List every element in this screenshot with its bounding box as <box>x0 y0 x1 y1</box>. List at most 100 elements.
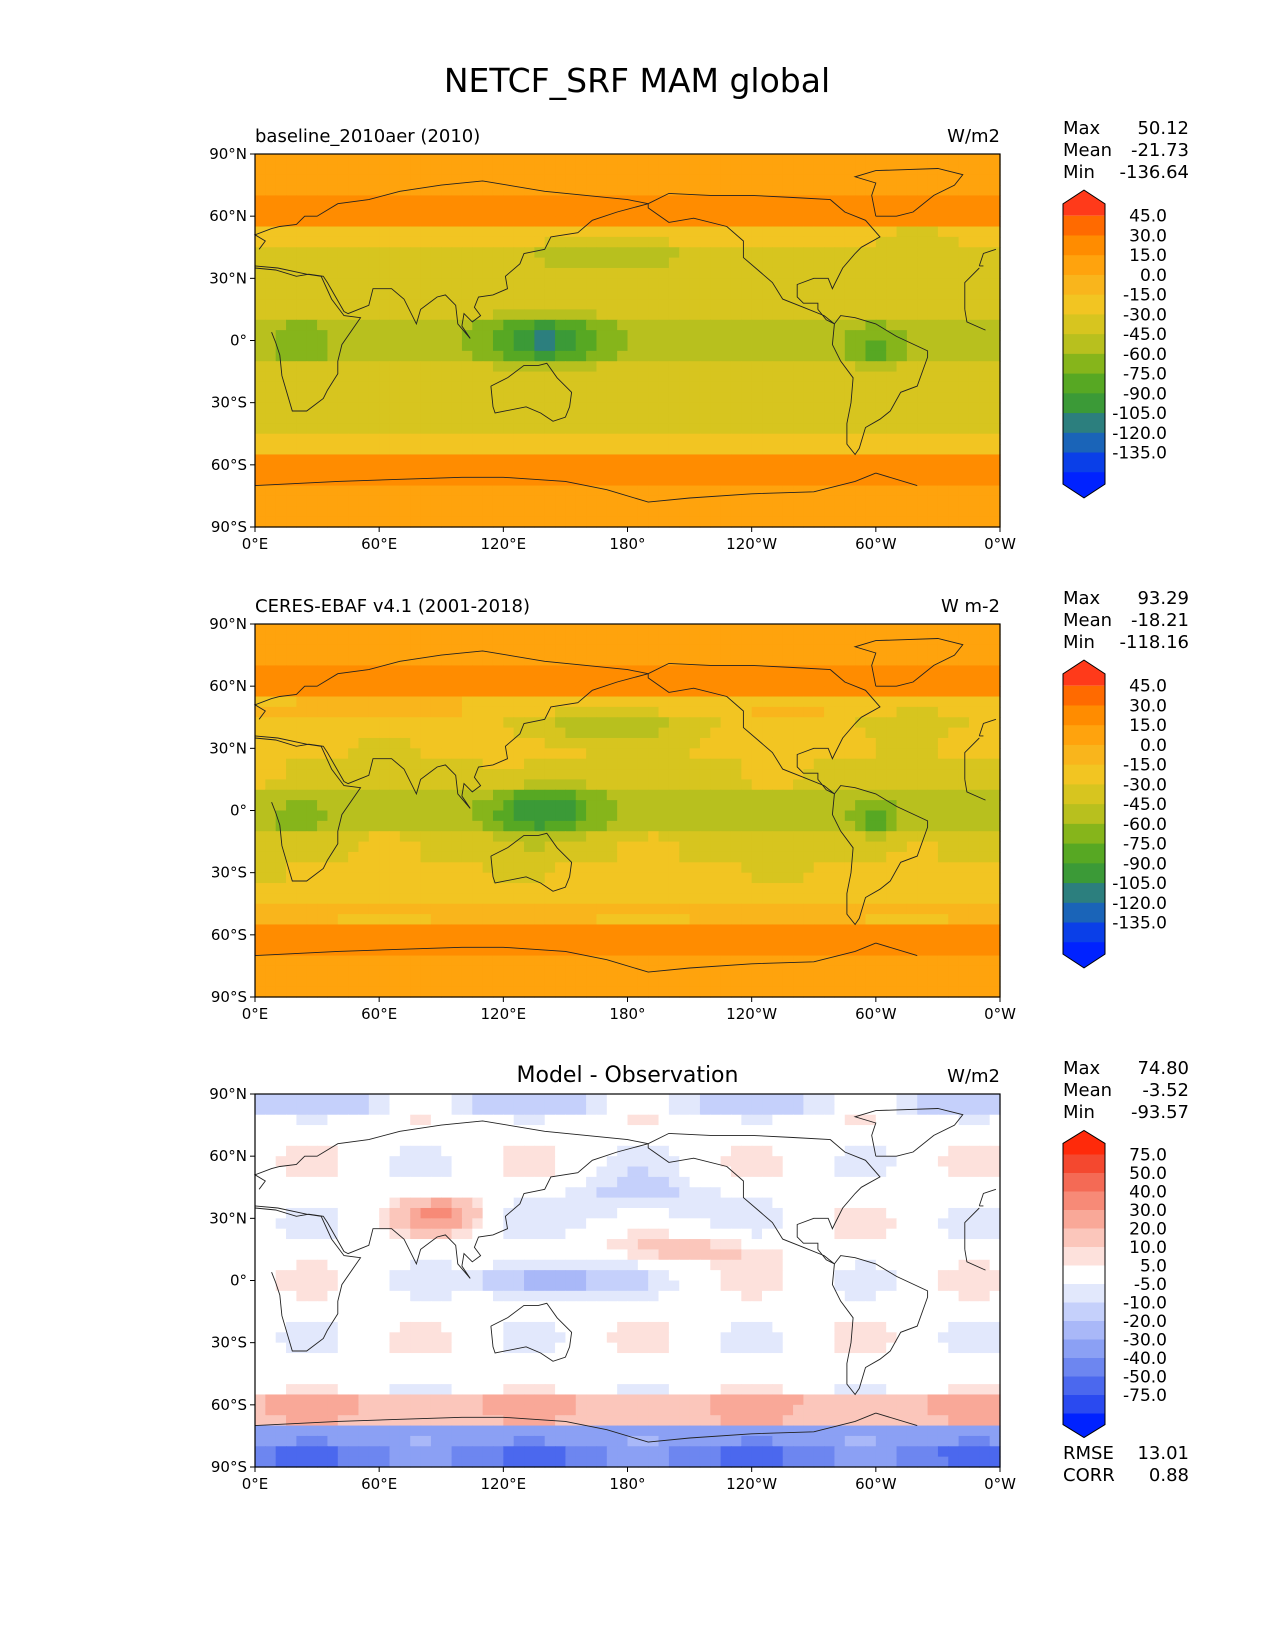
map-cell <box>813 185 825 197</box>
map-cell <box>886 485 898 497</box>
map-cell <box>958 278 970 290</box>
map-cell <box>275 267 287 279</box>
map-cell <box>824 475 836 487</box>
map-cell <box>637 924 649 936</box>
map-cell <box>358 299 370 311</box>
map-cell <box>575 371 587 383</box>
map-cell <box>855 914 867 926</box>
map-cell <box>358 506 370 518</box>
map-cell <box>286 247 297 259</box>
map-cell <box>834 769 846 781</box>
map-cell <box>534 309 546 321</box>
map-cell <box>689 820 701 832</box>
map-cell <box>337 464 349 476</box>
map-cell <box>306 174 318 186</box>
map-cell <box>441 454 453 466</box>
map-cell <box>730 655 742 667</box>
map-cell <box>741 454 753 466</box>
map-cell <box>492 851 504 863</box>
map-cell <box>337 934 349 946</box>
map-cell <box>441 831 453 843</box>
map-cell <box>503 779 515 791</box>
map-cell <box>782 257 794 269</box>
map-cell <box>379 164 391 176</box>
map-cell <box>606 257 618 269</box>
map-cell <box>710 454 722 466</box>
map-cell <box>762 402 773 414</box>
map-cell <box>793 934 805 946</box>
map-cell <box>327 727 339 739</box>
colorbar-band <box>1063 274 1105 296</box>
map-cell <box>255 433 266 445</box>
map-cell <box>637 903 649 915</box>
map-cell <box>751 903 763 915</box>
map-cell <box>575 893 587 905</box>
map-cell <box>968 164 980 176</box>
map-cell <box>430 758 442 770</box>
map-cell <box>648 288 660 300</box>
map-cell <box>586 883 598 894</box>
map-cell <box>720 299 732 311</box>
map-cell <box>730 475 742 487</box>
map-cell <box>679 392 691 404</box>
map-cell <box>813 444 825 456</box>
map-cell <box>410 758 422 770</box>
map-cell <box>855 758 867 770</box>
map-cell <box>410 727 422 739</box>
map-cell <box>844 174 856 186</box>
map-cell <box>793 862 805 874</box>
map-cell <box>586 624 598 635</box>
map-cell <box>906 624 918 635</box>
map-cell <box>317 444 329 456</box>
map-cell <box>544 655 556 667</box>
map-cell <box>855 665 867 677</box>
map-cell <box>492 883 504 894</box>
map-cell <box>286 516 297 528</box>
map-cell <box>772 706 784 718</box>
map-cell <box>337 340 349 352</box>
map-cell <box>337 402 349 414</box>
map-cell <box>917 717 929 729</box>
map-cell <box>917 475 929 487</box>
map-cell <box>782 413 794 424</box>
map-cell <box>368 413 380 424</box>
map-cell <box>337 789 349 801</box>
map-cell <box>555 205 567 217</box>
map-cell <box>637 433 649 445</box>
map-cell <box>275 758 287 770</box>
map-cell <box>803 789 815 801</box>
map-cell <box>730 350 742 362</box>
map-cell <box>865 485 877 497</box>
map-cell <box>420 955 432 967</box>
map-cell <box>348 758 360 770</box>
map-cell <box>296 257 308 269</box>
map-cell <box>627 862 639 874</box>
map-cell <box>855 485 867 497</box>
map-cell <box>730 309 742 321</box>
map-cell <box>255 309 266 321</box>
map-cell <box>296 288 308 300</box>
map-cell <box>875 675 887 687</box>
map-cell <box>886 444 898 456</box>
map-cell <box>503 226 515 238</box>
map-cell <box>492 392 504 404</box>
map-cell <box>968 485 980 497</box>
map-cell <box>348 665 360 677</box>
map-cell <box>503 800 515 812</box>
map-cell <box>617 413 629 424</box>
map-cell <box>265 464 277 476</box>
map-cell <box>534 423 546 435</box>
map-cell <box>596 634 608 646</box>
map-cell <box>844 309 856 321</box>
map-cell <box>627 330 639 342</box>
map-cell <box>927 903 939 915</box>
map-cell <box>937 727 949 739</box>
map-cell <box>844 945 856 957</box>
map-cell <box>906 299 918 311</box>
map-cell <box>472 381 484 393</box>
map-cell <box>430 454 442 466</box>
map-cell <box>648 841 660 853</box>
map-cell <box>596 433 608 445</box>
map-cell <box>575 381 587 393</box>
map-cell <box>844 236 856 248</box>
